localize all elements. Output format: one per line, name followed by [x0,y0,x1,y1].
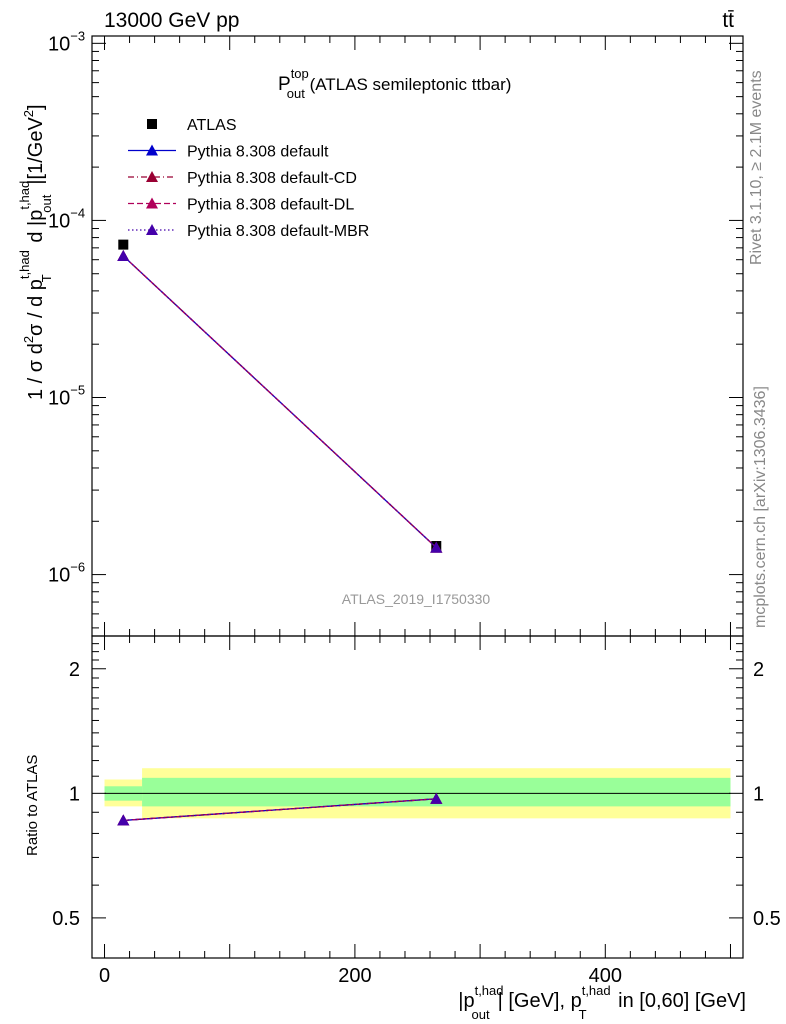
x-tick-label: 0 [99,965,110,987]
ratio-y-tick-label: 1 [69,783,80,805]
legend-marker-cd [146,171,158,182]
ratio-plot-panel: 0 200 400 0.5 0.5 1 1 2 2 [52,635,781,987]
process-label: tt̄ [722,9,734,32]
title-sub: out [287,86,305,101]
ratio-y-tick-label: 0.5 [52,908,80,930]
title-sup: top [291,66,309,81]
ratio-frame [91,635,744,959]
series-point-mbr [117,249,130,261]
ratio-y-tick-label: 2 [69,659,80,681]
analysis-id: ATLAS_2019_I1750330 [342,591,491,607]
legend-label-mbr: Pythia 8.308 default-MBR [187,223,369,240]
mcplots-info: mcplots.cern.ch [arXiv:1306.3436] [752,386,769,628]
ratio-y-tick-label-right: 0.5 [753,908,781,930]
x-axis-label: |pt,had out| [GeV], pt,had T in [0,60] [Ge… [458,983,746,1022]
ratio-line-mbr [123,798,437,822]
legend-label-default: Pythia 8.308 default [187,144,329,161]
energy-label: 13000 GeV pp [104,9,239,32]
data-point-atlas [118,239,129,250]
series-point-mbr [430,541,443,553]
title-rest: (ATLAS semileptonic ttbar) [305,75,512,94]
main-y-tick-label: 10−5 [48,383,85,410]
main-y-tick-label: 10−3 [48,28,85,55]
title-main: P [278,74,291,95]
ratio-ylabel: Ratio to ATLAS [24,755,41,856]
legend: ATLAS Pythia 8.308 default Pythia 8.308 de… [128,117,369,240]
legend-label-cd: Pythia 8.308 default-CD [187,170,357,187]
main-y-tick-label: 10−4 [48,205,85,232]
legend-marker-dl [146,197,158,209]
ratio-point-mbr [430,792,443,804]
series-line-mbr [122,255,437,549]
legend-label-data: ATLAS [187,117,237,134]
ratio-y-tick-label-right: 2 [753,659,764,681]
plot-title: Ptop out (ATLAS semileptonic ttbar) [278,66,511,101]
legend-label-dl: Pythia 8.308 default-DL [187,197,354,214]
main-y-tick-label: 10−6 [48,560,85,587]
legend-marker-default [146,144,158,156]
x-tick-label: 400 [589,965,622,987]
legend-marker-atlas [147,119,157,129]
ratio-point-mbr [117,814,130,826]
rivet-info: Rivet 3.1.10, ≥ 2.1M events [748,70,765,265]
main-ylabel: 1 / σ d2σ / d pt,had T d |pt,had out|[1/Ge… [17,104,54,400]
ratio-y-tick-label-right: 1 [753,783,764,805]
legend-marker-mbr [146,224,158,235]
x-tick-label: 200 [338,965,371,987]
